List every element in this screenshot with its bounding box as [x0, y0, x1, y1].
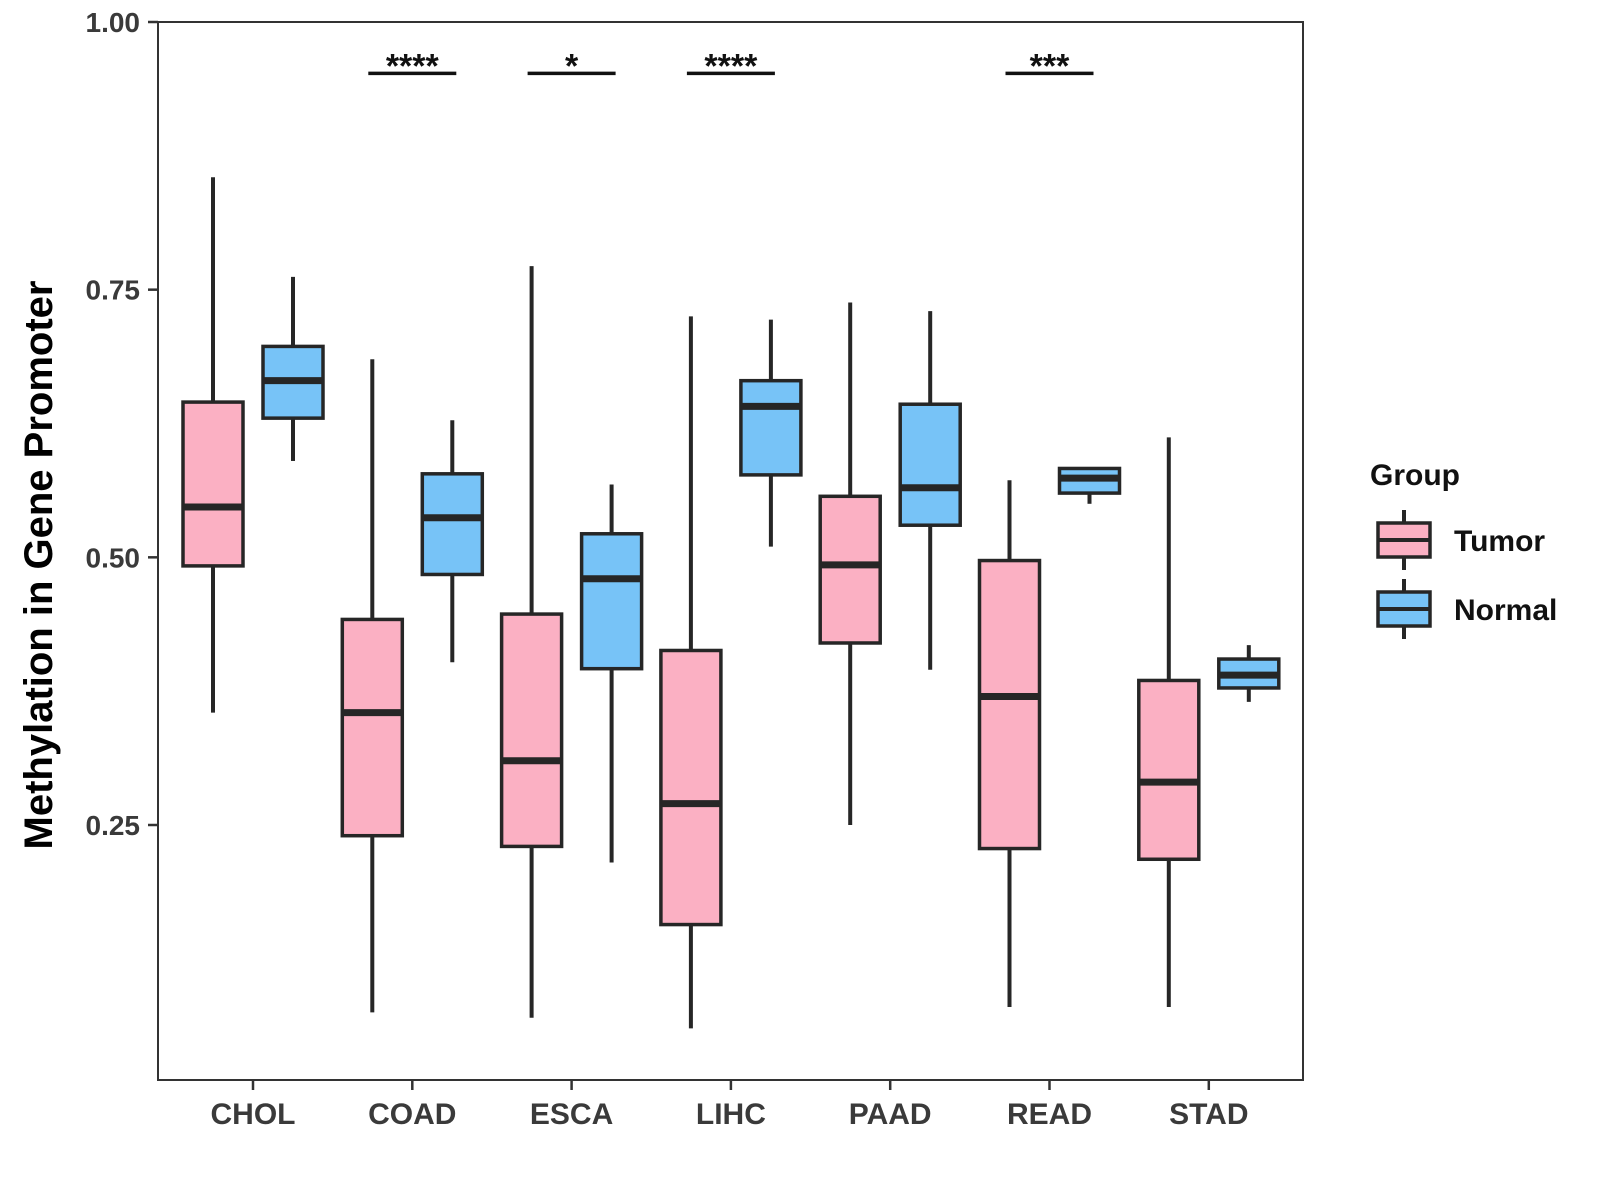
legend-key-normal — [1376, 579, 1432, 639]
y-axis-label: Methylation in Gene Promoter — [17, 281, 61, 850]
box-iqr — [499, 612, 564, 849]
box-iqr — [579, 532, 644, 671]
box-tumor-chol — [181, 177, 245, 713]
legend-label: Normal — [1454, 594, 1557, 627]
box-normal-chol — [261, 276, 325, 461]
box-tumor-coad — [340, 359, 405, 1013]
significance-label: **** — [704, 47, 758, 85]
box-iqr — [659, 648, 723, 927]
box-tumor-esca — [499, 266, 564, 1018]
legend-label: Tumor — [1454, 525, 1545, 558]
significance-label: * — [565, 47, 579, 85]
x-tick-label: PAAD — [849, 1098, 932, 1131]
y-tick-label: 0.75 — [86, 275, 141, 306]
plot-panel — [157, 21, 1304, 1081]
box-tumor-read — [977, 480, 1042, 1008]
x-tick-label: CHOL — [211, 1098, 296, 1131]
x-tick-label: LIHC — [696, 1098, 766, 1131]
box-iqr — [420, 472, 485, 577]
significance-label: *** — [1030, 47, 1070, 85]
box-normal-read — [1057, 466, 1122, 504]
x-tick-label: COAD — [368, 1098, 456, 1131]
box-iqr — [340, 617, 405, 838]
box-tumor-paad — [818, 302, 882, 825]
significance-label: **** — [386, 47, 440, 85]
box-series — [181, 177, 1281, 1029]
y-tick-label: 0.25 — [86, 810, 141, 841]
box-normal-coad — [420, 420, 485, 663]
box-normal-lihc — [739, 319, 803, 547]
y-axis: 0.25 0.50 0.75 1.00 — [86, 7, 158, 841]
y-tick-label: 0.50 — [86, 542, 141, 573]
box-iqr — [1137, 678, 1201, 862]
x-tick-label: ESCA — [530, 1098, 613, 1131]
box-iqr — [181, 400, 245, 568]
x-tick-label: STAD — [1169, 1098, 1248, 1131]
box-normal-stad — [1217, 645, 1281, 702]
box-tumor-lihc — [659, 316, 723, 1029]
box-normal-esca — [579, 484, 644, 863]
box-iqr — [739, 378, 803, 477]
x-tick-label: READ — [1007, 1098, 1092, 1131]
legend: Group Tumor Normal — [1370, 459, 1557, 639]
x-axis: CHOL COAD ESCA LIHC PAAD READ STAD — [211, 1080, 1249, 1131]
significance-annotations: **** * **** *** — [368, 47, 1094, 85]
box-normal-paad — [898, 311, 962, 670]
box-iqr — [977, 558, 1042, 851]
legend-key-tumor — [1376, 510, 1432, 570]
box-iqr — [898, 402, 962, 527]
box-iqr — [818, 494, 882, 645]
plot-border — [157, 21, 1304, 1081]
legend-title: Group — [1370, 459, 1460, 492]
box-tumor-stad — [1137, 437, 1201, 1008]
y-tick-label: 1.00 — [86, 7, 141, 38]
